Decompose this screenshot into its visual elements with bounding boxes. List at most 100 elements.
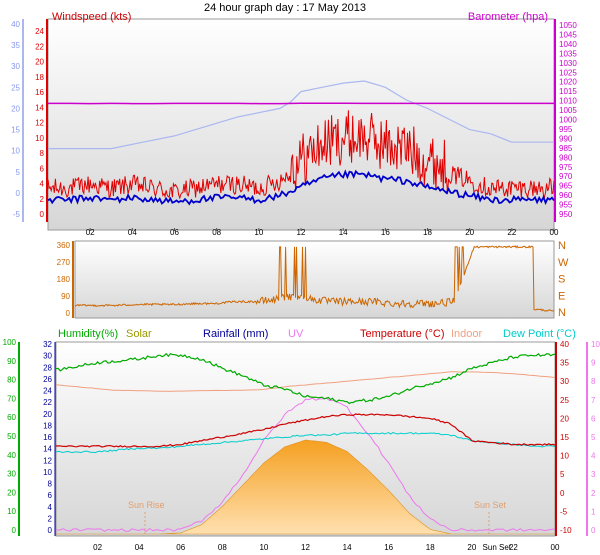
tick-x-bottom: 02 (93, 543, 102, 552)
series-windspeed (47, 110, 555, 200)
tick-baro: 1030 (559, 59, 577, 68)
tick-humidity: 100 (3, 338, 17, 347)
tick-wind-red: 2 (40, 195, 45, 204)
tick-baro: 970 (559, 172, 573, 181)
tick-wind-blue: 30 (11, 62, 20, 71)
series-solar (56, 439, 555, 535)
tick-temp: 40 (560, 340, 569, 349)
tick-baro: 1035 (559, 49, 577, 58)
label-temperature: Temperature (°C) (360, 328, 444, 340)
label-indoor: Indoor (451, 328, 483, 340)
tick-wind-red: 16 (35, 88, 44, 97)
tick-uv: 0 (591, 526, 596, 535)
tick-wind-blue: 25 (11, 83, 20, 92)
tick-x-top: 04 (128, 228, 137, 237)
tick-humidity: 60 (7, 413, 16, 422)
tick-x-bottom: 12 (301, 543, 310, 552)
tick-humidity: 10 (7, 507, 16, 516)
tick-wind-blue: 40 (11, 20, 20, 29)
tick-direction: 180 (57, 275, 71, 284)
tick-inner: 8 (48, 480, 53, 489)
tick-inner: 6 (48, 491, 53, 500)
series-temperature (55, 413, 556, 448)
tick-uv: 8 (591, 377, 596, 386)
tick-temp: 0 (560, 489, 565, 498)
tick-uv: 3 (591, 470, 596, 479)
series-indoor (55, 371, 556, 392)
label-solar: Solar (126, 328, 152, 340)
panel-direction (74, 240, 555, 319)
tick-wind-red: 6 (40, 164, 45, 173)
tick-humidity: 30 (7, 470, 16, 479)
tick-direction: 90 (61, 292, 70, 301)
tick-x-bottom: 10 (259, 543, 268, 552)
tick-inner: 30 (43, 352, 52, 361)
tick-direction: 360 (57, 241, 71, 250)
tick-baro: 1050 (559, 21, 577, 30)
tick-humidity: 80 (7, 376, 16, 385)
tick-inner: 2 (48, 514, 53, 523)
tick-wind-red: 10 (35, 134, 44, 143)
tick-temp: -10 (560, 526, 572, 535)
tick-baro: 950 (559, 210, 573, 219)
tick-baro: 1040 (559, 40, 577, 49)
tick-temp: 5 (560, 470, 565, 479)
tick-inner: 28 (43, 363, 52, 372)
tick-baro: 1025 (559, 68, 577, 77)
tick-baro: 965 (559, 182, 573, 191)
tick-x-top: 00 (550, 228, 559, 237)
tick-baro: 995 (559, 125, 573, 134)
panel-wind-baro (47, 18, 555, 231)
sunrise-label: Sun Rise (128, 500, 165, 510)
tick-baro: 1010 (559, 97, 577, 106)
label-dewpoint: Dew Point (°C) (503, 328, 576, 340)
tick-inner: 4 (48, 503, 53, 512)
tick-compass: N (558, 307, 566, 319)
label-barometer: Barometer (hpa) (468, 11, 548, 23)
tick-baro: 955 (559, 201, 573, 210)
tick-wind-blue: 20 (11, 104, 20, 113)
tick-inner: 32 (43, 340, 52, 349)
tick-wind-blue: 10 (11, 147, 20, 156)
label-humidity: Humidity (58, 328, 101, 340)
tick-wind-red: 24 (35, 27, 44, 36)
tick-compass: E (558, 290, 565, 302)
tick-direction: 0 (66, 309, 71, 318)
tick-humidity: 70 (7, 394, 16, 403)
tick-x-top: 18 (423, 228, 432, 237)
tick-x-top: 10 (254, 228, 263, 237)
tick-baro: 990 (559, 134, 573, 143)
series-baro-trend (48, 80, 554, 150)
tick-x-bottom: 14 (343, 543, 352, 552)
tick-compass: N (558, 240, 566, 252)
series-humidity (55, 352, 556, 405)
tick-wind-blue: 0 (16, 189, 21, 198)
tick-baro: 985 (559, 144, 573, 153)
chart-title: 24 hour graph day : 17 May 2013 (204, 2, 366, 14)
tick-inner: 16 (43, 433, 52, 442)
tick-temp: 35 (560, 359, 569, 368)
tick-baro: 975 (559, 163, 573, 172)
tick-inner: 24 (43, 387, 52, 396)
tick-uv: 10 (591, 340, 600, 349)
tick-x-top: 20 (465, 228, 474, 237)
tick-wind-red: 18 (35, 73, 44, 82)
tick-temp: 20 (560, 414, 569, 423)
tick-wind-blue: 15 (11, 126, 20, 135)
tick-wind-blue: -5 (13, 210, 21, 219)
tick-x-bottom: 16 (384, 543, 393, 552)
tick-compass: S (558, 274, 565, 286)
tick-inner: 18 (43, 421, 52, 430)
tick-x-top: 02 (86, 228, 95, 237)
label-uv: UV (288, 328, 304, 340)
tick-inner: 20 (43, 410, 52, 419)
tick-inner: 22 (43, 398, 52, 407)
tick-compass: W (558, 257, 569, 269)
tick-uv: 4 (591, 452, 596, 461)
label-windspeed: Windspeed (kts) (52, 11, 131, 23)
tick-baro: 1015 (559, 87, 577, 96)
tick-x-bottom: Sun Set (483, 543, 512, 552)
tick-temp: 10 (560, 452, 569, 461)
